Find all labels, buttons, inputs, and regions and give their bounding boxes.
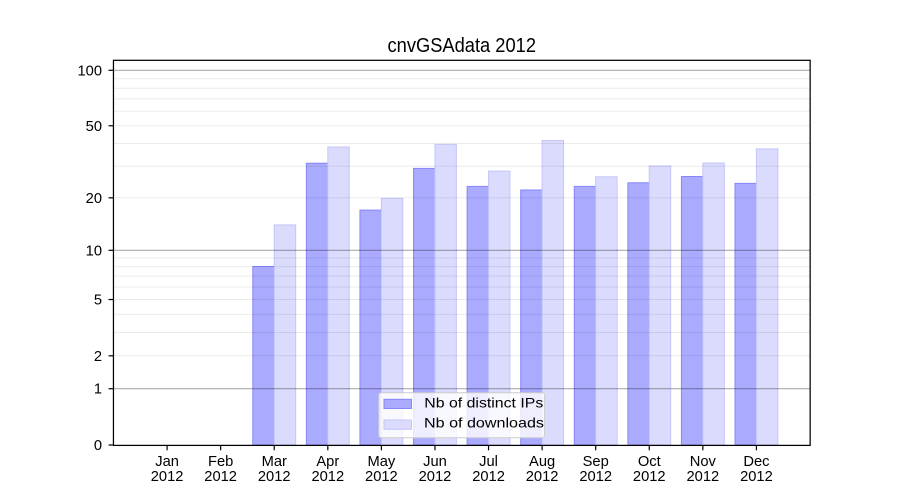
svg-text:2012: 2012 [579,469,612,485]
svg-text:Jan: Jan [155,454,179,470]
svg-text:2012: 2012 [472,469,505,485]
svg-text:2012: 2012 [151,469,184,485]
svg-text:Dec: Dec [743,454,769,470]
svg-text:Jun: Jun [423,454,447,470]
svg-text:2012: 2012 [365,469,398,485]
svg-text:20: 20 [86,191,102,207]
svg-text:10: 10 [86,243,102,259]
svg-text:2012: 2012 [526,469,559,485]
svg-text:2012: 2012 [687,469,720,485]
svg-text:Nb of distinct IPs: Nb of distinct IPs [424,396,543,411]
svg-text:cnvGSAdata 2012: cnvGSAdata 2012 [388,34,537,57]
svg-text:Feb: Feb [208,454,233,470]
svg-text:Jul: Jul [479,454,498,470]
svg-text:2: 2 [94,349,102,365]
svg-text:2012: 2012 [419,469,452,485]
svg-text:Nb of downloads: Nb of downloads [424,416,544,431]
svg-text:50: 50 [86,119,102,135]
svg-text:Oct: Oct [638,454,661,470]
svg-text:1: 1 [94,382,102,398]
svg-text:Aug: Aug [529,454,555,470]
svg-text:Mar: Mar [262,454,287,470]
svg-text:2012: 2012 [740,469,773,485]
svg-text:Sep: Sep [583,454,609,470]
svg-text:2012: 2012 [204,469,237,485]
svg-text:100: 100 [77,63,102,79]
svg-text:0: 0 [94,438,102,454]
svg-text:May: May [368,454,396,470]
svg-text:5: 5 [94,293,102,309]
svg-text:2012: 2012 [258,469,291,485]
svg-text:Apr: Apr [316,454,339,470]
svg-text:2012: 2012 [311,469,344,485]
svg-text:2012: 2012 [633,469,666,485]
svg-text:Nov: Nov [690,454,717,470]
